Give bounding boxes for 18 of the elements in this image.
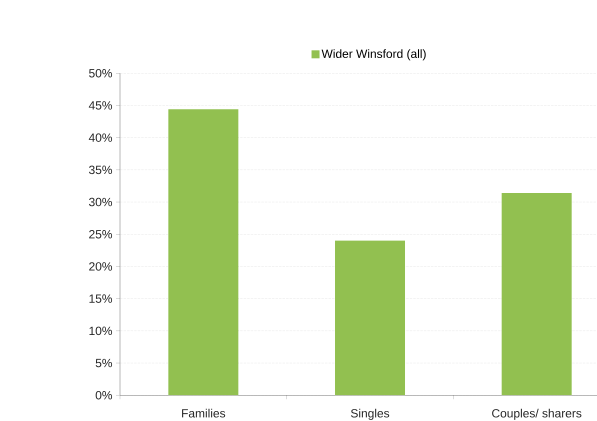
y-tick-label: 20% (89, 262, 112, 271)
bar (335, 240, 406, 396)
y-tick-label: 50% (89, 69, 112, 78)
x-tick-label: Couples/ sharers (492, 408, 582, 420)
bar (502, 193, 572, 396)
x-tick-label: Singles (350, 408, 390, 420)
y-tick-label: 45% (88, 101, 112, 110)
legend-label: Wider Winsford (all) (322, 49, 426, 60)
y-tick-label: 40% (88, 133, 112, 142)
y-tick-label: 0% (96, 391, 112, 400)
bar (168, 109, 238, 396)
x-tick-label: Families (182, 408, 226, 418)
y-tick-label: 35% (89, 166, 112, 174)
y-tick-label: 15% (89, 294, 112, 303)
y-tick-label: 5% (96, 358, 112, 368)
y-tick-label: 25% (89, 230, 112, 238)
y-tick-label: 30% (89, 198, 112, 206)
y-tick-label: 10% (89, 326, 112, 336)
